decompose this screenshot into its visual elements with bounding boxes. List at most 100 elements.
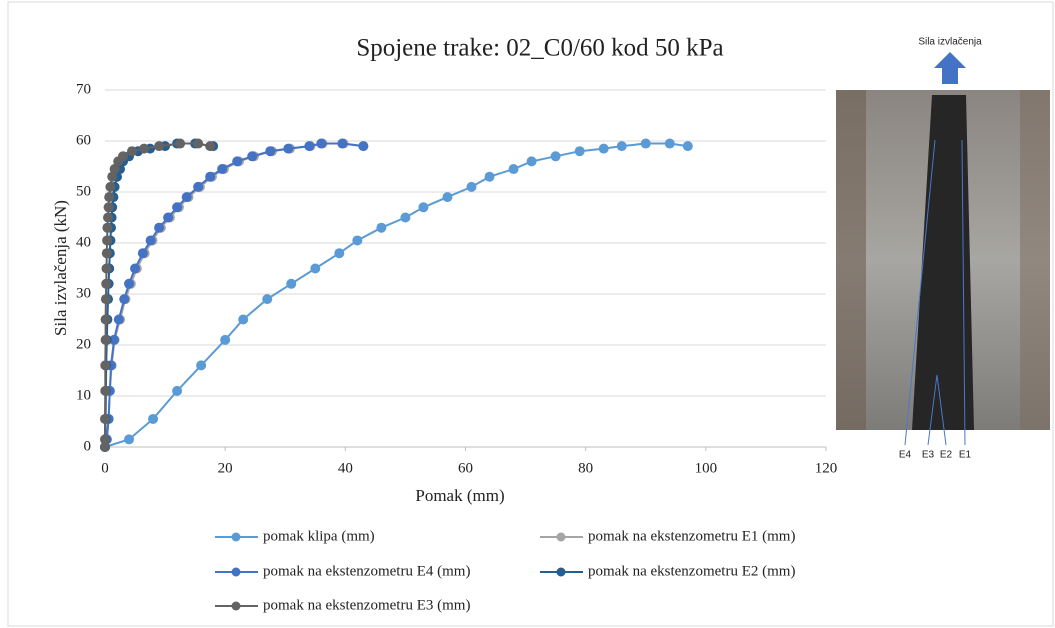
legend-label: pomak na ekstenzometru E2 (mm) xyxy=(588,563,795,579)
photo-inset: Sila izvlačenja xyxy=(836,37,1050,446)
data-point xyxy=(247,151,258,162)
data-point xyxy=(148,413,159,424)
data-point xyxy=(137,248,148,259)
data-point xyxy=(442,192,453,203)
data-point xyxy=(101,278,112,289)
data-point xyxy=(101,248,112,259)
x-tick-label: 40 xyxy=(338,460,353,476)
inset-label: E3 xyxy=(922,450,935,461)
legend-label: pomak klipa (mm) xyxy=(263,528,375,544)
y-tick-label: 20 xyxy=(76,336,91,352)
data-point xyxy=(101,263,112,274)
data-point xyxy=(598,143,609,154)
data-point xyxy=(220,334,231,345)
data-point xyxy=(172,385,183,396)
data-point xyxy=(118,151,129,162)
y-tick-label: 50 xyxy=(76,183,91,199)
data-point xyxy=(100,434,110,445)
data-point xyxy=(286,278,297,289)
legend-label: pomak na ekstenzometru E3 (mm) xyxy=(263,597,470,613)
data-point xyxy=(175,138,186,149)
data-point xyxy=(400,212,411,223)
data-point xyxy=(100,360,111,371)
data-point xyxy=(358,141,369,152)
data-point xyxy=(105,181,116,192)
data-point xyxy=(232,156,243,167)
data-point xyxy=(682,141,693,152)
x-tick-label: 20 xyxy=(218,460,233,476)
data-point xyxy=(145,235,156,246)
data-point xyxy=(127,146,138,157)
data-point xyxy=(352,235,363,246)
photo-line xyxy=(904,139,936,446)
data-point xyxy=(154,141,165,152)
x-tick-label: 100 xyxy=(695,460,718,476)
data-point xyxy=(100,294,111,305)
data-point xyxy=(154,222,165,233)
data-point xyxy=(193,181,204,192)
data-point xyxy=(466,181,477,192)
y-tick-label: 60 xyxy=(76,132,91,148)
inset-title: Sila izvlačenja xyxy=(918,37,982,48)
data-point xyxy=(139,143,150,154)
legend-label: pomak na ekstenzometru E1 (mm) xyxy=(588,528,795,544)
y-tick-label: 30 xyxy=(76,285,91,301)
y-axis-title: Sila izvlačenja (kN) xyxy=(51,200,70,336)
legend-marker xyxy=(231,532,241,542)
data-point xyxy=(124,434,135,445)
data-point xyxy=(100,442,110,452)
data-point xyxy=(205,141,216,152)
data-point xyxy=(193,138,204,149)
photo-line xyxy=(961,139,966,446)
legend-marker xyxy=(556,567,566,577)
data-point xyxy=(574,146,585,157)
data-point xyxy=(124,278,135,289)
legend-marker xyxy=(231,601,241,611)
legend-label: pomak na ekstenzometru E4 (mm) xyxy=(263,563,470,579)
data-point xyxy=(205,171,216,182)
data-point xyxy=(217,164,228,175)
y-tick-label: 40 xyxy=(76,234,91,250)
data-point xyxy=(526,156,537,167)
data-point xyxy=(119,294,130,305)
data-point xyxy=(310,263,321,274)
data-point xyxy=(484,171,495,182)
data-point xyxy=(262,294,273,305)
data-point xyxy=(265,146,276,157)
data-point xyxy=(376,222,387,233)
photo-line xyxy=(936,374,947,446)
data-point xyxy=(337,138,348,149)
data-point xyxy=(316,138,327,149)
data-point xyxy=(640,138,651,149)
data-point xyxy=(508,164,519,175)
photo-strip xyxy=(912,95,974,430)
data-point xyxy=(103,212,114,223)
data-point xyxy=(283,143,294,154)
legend-marker xyxy=(556,532,566,542)
y-tick-label: 70 xyxy=(76,81,91,97)
data-point xyxy=(238,314,249,325)
data-point xyxy=(109,334,120,345)
data-point xyxy=(100,385,111,396)
data-point xyxy=(107,171,118,182)
data-point xyxy=(304,141,315,152)
data-point xyxy=(550,151,561,162)
data-point xyxy=(418,202,429,213)
data-point xyxy=(181,192,192,203)
inset-label: E1 xyxy=(959,450,972,461)
arrow-icon xyxy=(934,52,966,84)
x-tick-label: 80 xyxy=(578,460,593,476)
data-point xyxy=(102,235,113,246)
data-point xyxy=(163,212,174,223)
data-point xyxy=(196,360,207,371)
y-tick-label: 10 xyxy=(76,387,91,403)
data-point xyxy=(334,248,345,259)
inset-label: E2 xyxy=(940,450,953,461)
photo-wall xyxy=(836,90,866,430)
x-tick-label: 0 xyxy=(101,460,109,476)
data-point xyxy=(172,202,183,213)
x-axis-title: Pomak (mm) xyxy=(415,486,504,505)
x-tick-label: 120 xyxy=(815,460,838,476)
